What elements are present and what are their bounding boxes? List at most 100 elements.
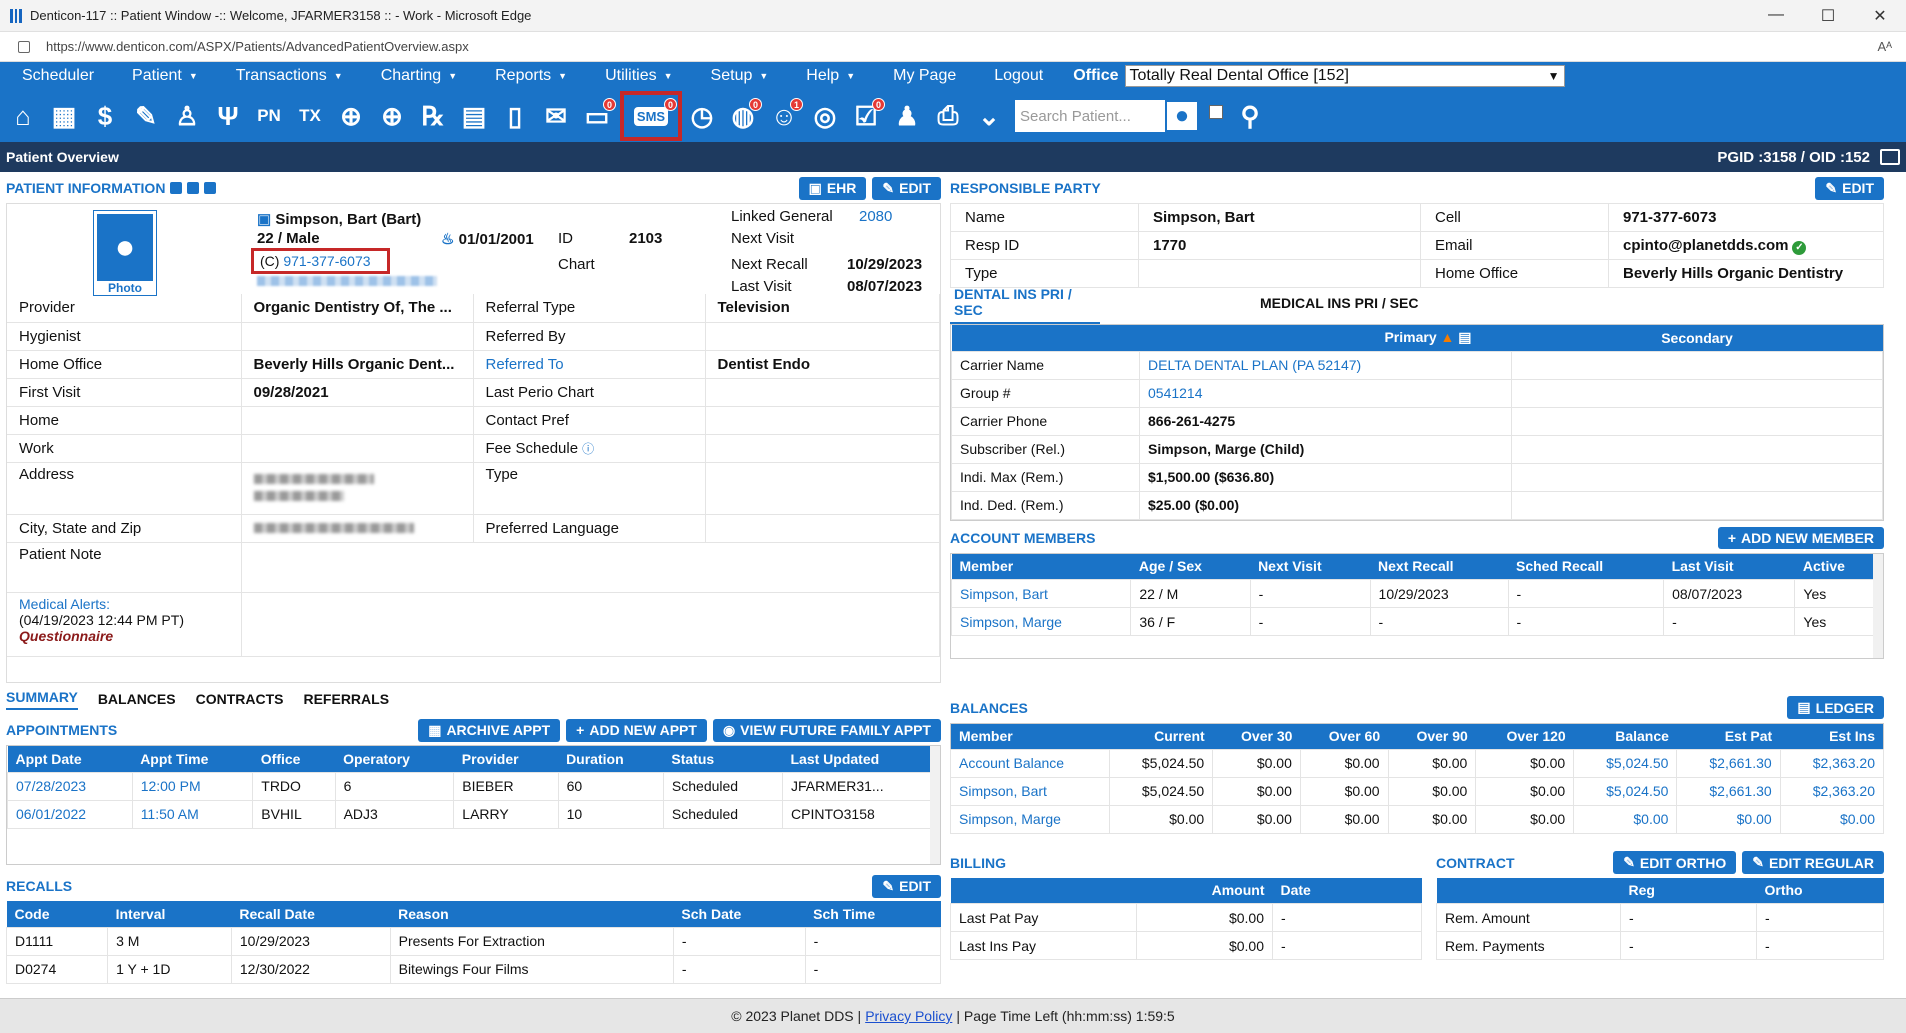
column-header[interactable]: Date [1272,877,1422,904]
table-cell[interactable]: Simpson, Bart [950,579,1132,608]
menu-patient[interactable]: Patient ▼ [132,67,198,85]
insurance-primary-value[interactable]: DELTA DENTAL PLAN (PA 52147) [1139,350,1512,380]
column-header[interactable]: Sched Recall [1508,553,1664,580]
support-icon[interactable]: ☺ 1 [765,96,803,136]
edit-recalls-button[interactable]: ✎ EDIT [872,874,941,898]
warning-icon[interactable]: ▲ [1440,329,1455,346]
clock-icon[interactable]: ◷ [690,100,714,131]
mail-icon[interactable]: ✉ [545,100,567,131]
read-aloud-icon[interactable]: A͏ᴬ [1877,39,1892,54]
calendar-icon[interactable]: ▦ [51,100,77,131]
column-header[interactable]: Est Ins [1780,723,1884,749]
table-cell[interactable]: $2,363.20 [1779,748,1885,778]
column-header[interactable]: Current [1109,723,1213,749]
office-select[interactable]: Totally Real Dental Office [152] ▼ [1124,65,1565,87]
table-cell[interactable]: $0.00 [1573,804,1678,834]
column-header[interactable]: Member [951,553,1131,580]
appointments-scrollbar[interactable] [930,746,940,864]
linked-general-link[interactable]: 2080 [859,208,893,225]
document-icon[interactable] [170,182,183,194]
close-button[interactable]: ✕ [1873,7,1887,25]
table-cell[interactable]: 12:00 PM [131,771,254,801]
sms-icon[interactable]: SMS 0 [620,91,682,141]
column-header[interactable]: Sch Date [673,901,806,927]
progress-notes-icon[interactable]: PN [250,96,288,136]
ledger-button[interactable]: ▤ LEDGER [1787,696,1884,719]
column-header[interactable]: Over 30 [1212,723,1301,749]
column-header[interactable]: Over 90 [1388,723,1476,749]
column-header[interactable]: Reason [390,901,674,927]
tooth-icon[interactable]: ♙ [175,100,199,131]
table-cell[interactable]: $0.00 [1676,804,1781,834]
column-header[interactable]: Next Recall [1370,553,1508,580]
maximize-button[interactable]: ☐ [1820,7,1836,25]
view-future-family-appt-button[interactable]: ◉ VIEW FUTURE FAMILY APPT [712,718,941,742]
message-icon[interactable]: ▭ 0 [578,96,616,136]
url-text[interactable]: https://www.denticon.com/ASPX/Patients/A… [46,39,469,54]
table-cell[interactable]: Simpson, Marge [950,804,1110,834]
person-search-icon[interactable]: ● [1165,100,1199,132]
edit-patient-button[interactable]: ✎ EDIT [872,176,941,200]
menu-utilities[interactable]: Utilities ▼ [605,67,672,85]
ehr-button[interactable]: ▣ EHR [798,176,867,200]
medical-alerts-link[interactable]: Medical Alerts: [19,595,111,612]
print-icon[interactable] [1880,149,1900,165]
table-cell[interactable]: Account Balance [950,748,1110,778]
column-header[interactable]: Status [663,746,783,772]
notes-icon[interactable]: ▤ [461,100,487,131]
tab-referrals[interactable]: REFERRALS [303,691,390,707]
patient-note-value[interactable] [241,542,940,593]
column-header[interactable]: Member [950,723,1110,749]
chevron-down-icon[interactable]: ⌄ [978,100,1000,131]
column-header[interactable]: Balance [1573,723,1677,749]
table-cell[interactable]: $5,024.50 [1573,776,1678,806]
column-header[interactable]: Code [6,901,108,927]
tab-dental-insurance[interactable]: DENTAL INS PRI / SEC [950,282,1100,324]
search-patient-input[interactable]: Search Patient... [1015,100,1165,132]
insurance-primary-value[interactable]: 0541214 [1139,378,1512,408]
column-header[interactable]: Over 60 [1300,723,1389,749]
column-header[interactable]: Last Updated [782,746,940,772]
person-icon[interactable] [204,182,217,194]
printer-icon[interactable]: ⎙ [937,100,959,130]
table-cell[interactable]: $2,661.30 [1676,748,1781,778]
column-header[interactable]: Sch Time [805,901,941,927]
column-header[interactable]: Age / Sex [1130,553,1251,580]
prescription-icon[interactable]: ℞ [414,96,452,136]
table-cell[interactable]: $5,024.50 [1573,748,1678,778]
column-header[interactable]: Next Visit [1250,553,1371,580]
column-header[interactable]: Operatory [335,746,454,772]
column-header[interactable]: Appt Time [132,746,253,772]
column-header[interactable]: Appt Date [7,746,133,772]
table-cell[interactable]: 06/01/2022 [7,799,133,829]
menu-my-page[interactable]: My Page [893,67,956,85]
tab-summary[interactable]: SUMMARY [6,689,78,710]
column-header[interactable]: Reg [1620,877,1757,904]
table-cell[interactable]: $2,661.30 [1676,776,1781,806]
menu-charting[interactable]: Charting ▼ [381,67,457,85]
document-icon[interactable]: ▤ [1458,329,1472,346]
patient-photo[interactable]: ● Photo [93,210,157,296]
account-members-scrollbar[interactable] [1873,553,1883,658]
pencil-icon[interactable]: ✎ [135,100,157,131]
column-header[interactable]: Office [252,746,336,772]
archive-appt-button[interactable]: ▦ ARCHIVE APPT [418,718,561,742]
search-checkbox[interactable] [1209,105,1223,119]
globe-icon[interactable]: ◍ 0 [724,96,762,136]
menu-scheduler[interactable]: Scheduler [22,67,94,85]
forms-icon[interactable]: ☑ 0 [847,96,885,136]
tab-medical-insurance[interactable]: MEDICAL INS PRI / SEC [1260,295,1419,311]
add-new-appt-button[interactable]: + ADD NEW APPT [566,718,707,742]
add-family-icon[interactable]: ⊕ [381,100,403,131]
column-header[interactable]: Recall Date [231,901,391,927]
edit-ortho-button[interactable]: ✎ EDIT ORTHO [1613,851,1737,874]
column-header[interactable]: Over 120 [1475,723,1574,749]
minimize-button[interactable]: — [1768,5,1784,23]
tab-contracts[interactable]: CONTRACTS [195,691,284,707]
advanced-search-icon[interactable]: ⚲ [1240,100,1260,131]
menu-help[interactable]: Help ▼ [806,67,855,85]
column-header[interactable]: Ortho [1756,877,1884,904]
column-header[interactable]: Est Pat [1676,723,1781,749]
dollar-icon[interactable]: $ [97,100,113,131]
phone-link[interactable]: 971-377-6073 [283,253,371,269]
